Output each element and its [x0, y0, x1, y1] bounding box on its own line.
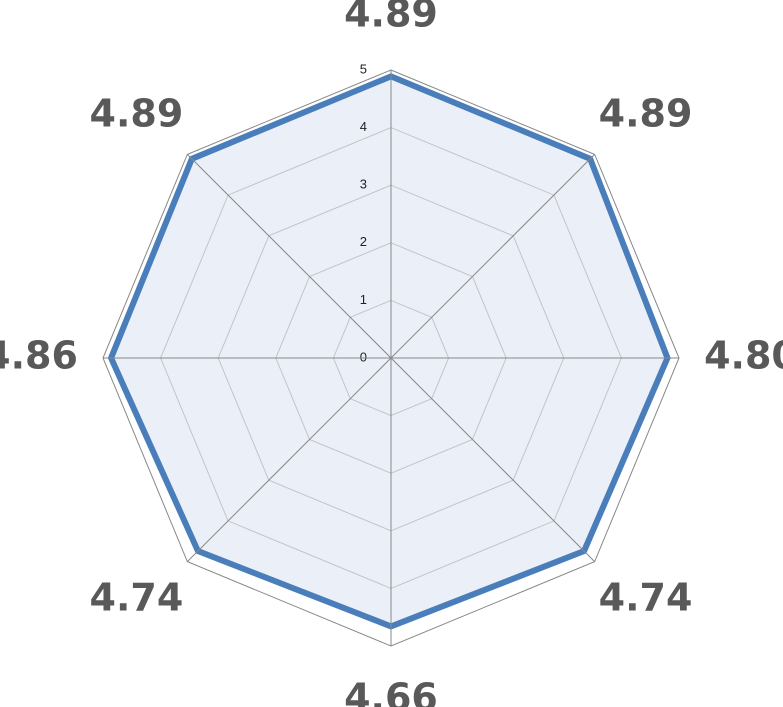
- r-tick-label: 4: [360, 119, 367, 134]
- r-tick-label: 3: [360, 177, 367, 192]
- spoke: [390, 357, 596, 563]
- value-label: 4.86: [0, 334, 78, 378]
- value-label: 4.66: [344, 676, 438, 707]
- value-label: 4.80: [704, 334, 783, 378]
- spoke: [186, 153, 392, 359]
- value-label: 4.74: [90, 575, 184, 619]
- r-tick-label: 5: [360, 61, 367, 76]
- r-tick-label: 1: [360, 292, 367, 307]
- r-tick-label: 2: [360, 234, 367, 249]
- spoke: [186, 357, 392, 563]
- value-label: 4.89: [90, 92, 184, 136]
- value-label: 4.89: [344, 0, 438, 36]
- r-tick-label: 0: [360, 349, 367, 364]
- value-label: 4.89: [599, 92, 693, 136]
- value-label: 4.74: [599, 575, 693, 619]
- spoke: [390, 153, 596, 359]
- data-area: [107, 73, 671, 630]
